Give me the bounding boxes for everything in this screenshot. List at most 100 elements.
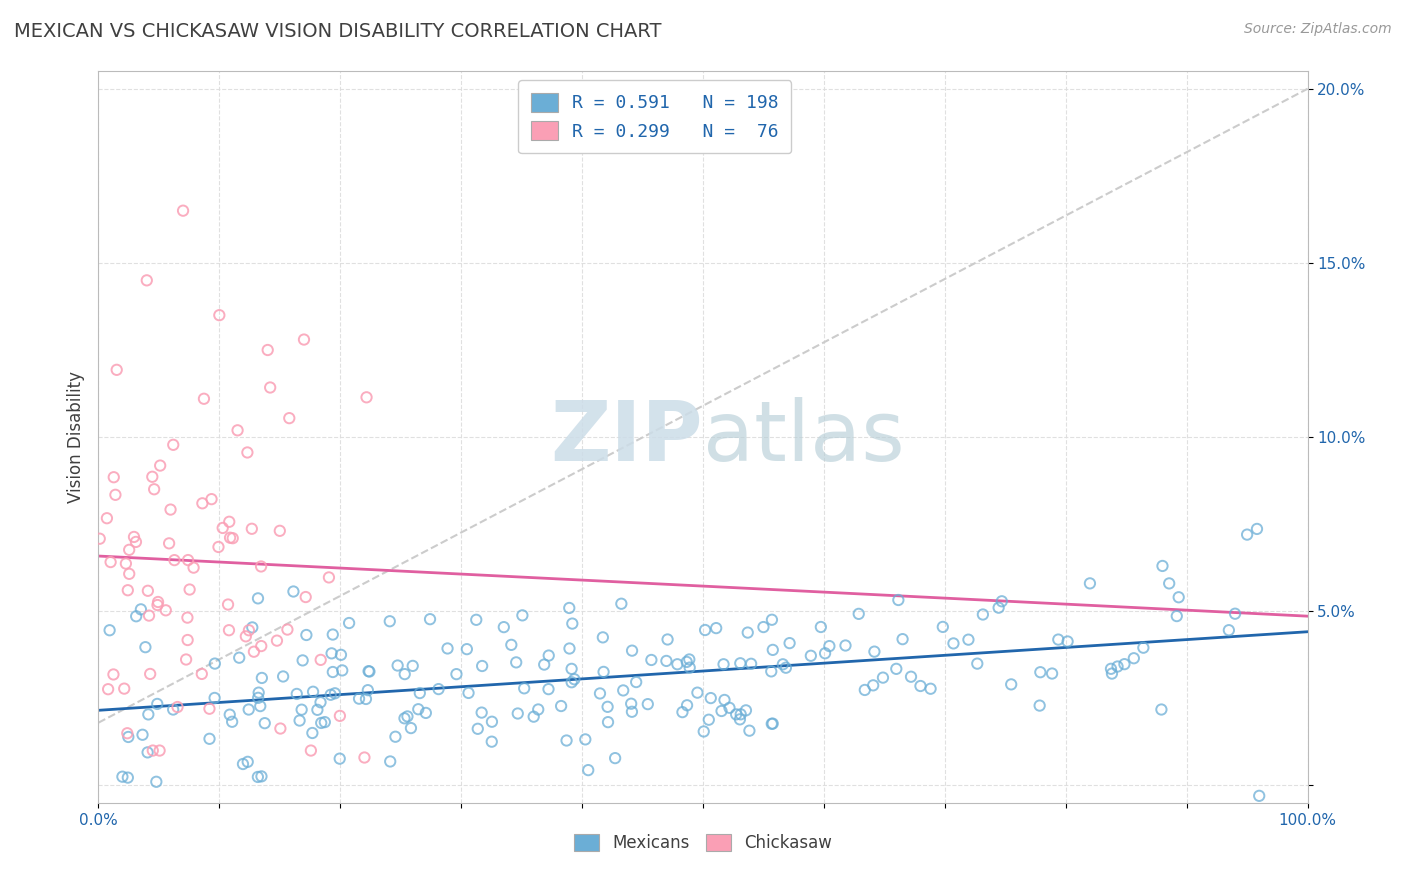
- Point: [891, 632, 914, 647]
- Point: [146, 598, 169, 612]
- Point: [1159, 576, 1181, 591]
- Point: [1114, 657, 1136, 672]
- Point: [131, 728, 153, 742]
- Point: [141, 469, 163, 483]
- Point: [118, 542, 141, 557]
- Point: [620, 697, 643, 711]
- Point: [295, 628, 318, 642]
- Point: [596, 715, 619, 730]
- Point: [155, 603, 177, 617]
- Point: [139, 667, 162, 681]
- Point: [146, 595, 169, 609]
- Point: [329, 752, 352, 766]
- Point: [228, 650, 250, 665]
- Point: [232, 757, 254, 772]
- Point: [240, 620, 263, 634]
- Point: [259, 380, 281, 394]
- Point: [103, 667, 125, 681]
- Point: [957, 632, 980, 647]
- Point: [456, 642, 478, 657]
- Point: [330, 648, 353, 662]
- Point: [222, 531, 245, 545]
- Point: [380, 755, 402, 769]
- Point: [574, 732, 596, 747]
- Point: [122, 530, 145, 544]
- Point: [321, 646, 343, 660]
- Point: [207, 540, 229, 554]
- Point: [204, 690, 226, 705]
- Point: [198, 731, 221, 746]
- Point: [378, 614, 401, 628]
- Point: [735, 703, 758, 717]
- Point: [330, 664, 353, 678]
- Point: [179, 582, 201, 597]
- Point: [762, 643, 785, 657]
- Point: [219, 531, 242, 545]
- Text: MEXICAN VS CHICKASAW VISION DISABILITY CORRELATION CHART: MEXICAN VS CHICKASAW VISION DISABILITY C…: [14, 22, 662, 41]
- Point: [814, 646, 837, 660]
- Point: [105, 363, 128, 377]
- Point: [467, 722, 489, 736]
- Point: [1246, 522, 1268, 536]
- Point: [218, 515, 240, 529]
- Point: [718, 701, 741, 715]
- Point: [243, 645, 266, 659]
- Point: [104, 488, 127, 502]
- Point: [177, 553, 200, 567]
- Point: [592, 631, 614, 645]
- Point: [589, 686, 612, 700]
- Point: [738, 723, 761, 738]
- Point: [446, 667, 468, 681]
- Point: [728, 712, 751, 726]
- Point: [779, 636, 801, 650]
- Point: [149, 743, 172, 757]
- Point: [218, 624, 240, 638]
- Point: [932, 620, 955, 634]
- Point: [972, 607, 994, 622]
- Point: [103, 470, 125, 484]
- Point: [318, 570, 340, 584]
- Point: [523, 709, 546, 723]
- Point: [399, 721, 422, 735]
- Point: [666, 657, 689, 672]
- Point: [761, 613, 783, 627]
- Point: [159, 502, 181, 516]
- Point: [513, 681, 536, 696]
- Point: [145, 774, 167, 789]
- Point: [118, 566, 141, 581]
- Point: [501, 638, 523, 652]
- Point: [762, 716, 785, 731]
- Point: [218, 707, 240, 722]
- Point: [624, 675, 647, 690]
- Point: [1107, 659, 1129, 673]
- Point: [291, 653, 314, 667]
- Point: [1040, 666, 1063, 681]
- Point: [394, 711, 416, 725]
- Point: [818, 639, 841, 653]
- Point: [533, 657, 555, 672]
- Point: [1249, 789, 1271, 803]
- Point: [730, 707, 752, 722]
- Point: [920, 681, 942, 696]
- Point: [271, 669, 294, 683]
- Point: [853, 682, 876, 697]
- Point: [138, 707, 160, 722]
- Point: [253, 716, 276, 731]
- Point: [700, 691, 723, 706]
- Point: [772, 657, 794, 672]
- Point: [250, 559, 273, 574]
- Point: [250, 671, 273, 685]
- Point: [640, 653, 662, 667]
- Point: [250, 639, 273, 653]
- Point: [394, 667, 416, 681]
- Point: [612, 683, 634, 698]
- Point: [737, 625, 759, 640]
- Point: [1236, 527, 1258, 541]
- Point: [172, 203, 194, 218]
- Point: [775, 661, 797, 675]
- Point: [1028, 698, 1050, 713]
- Point: [481, 734, 503, 748]
- Point: [910, 679, 932, 693]
- Point: [505, 656, 527, 670]
- Point: [752, 620, 775, 634]
